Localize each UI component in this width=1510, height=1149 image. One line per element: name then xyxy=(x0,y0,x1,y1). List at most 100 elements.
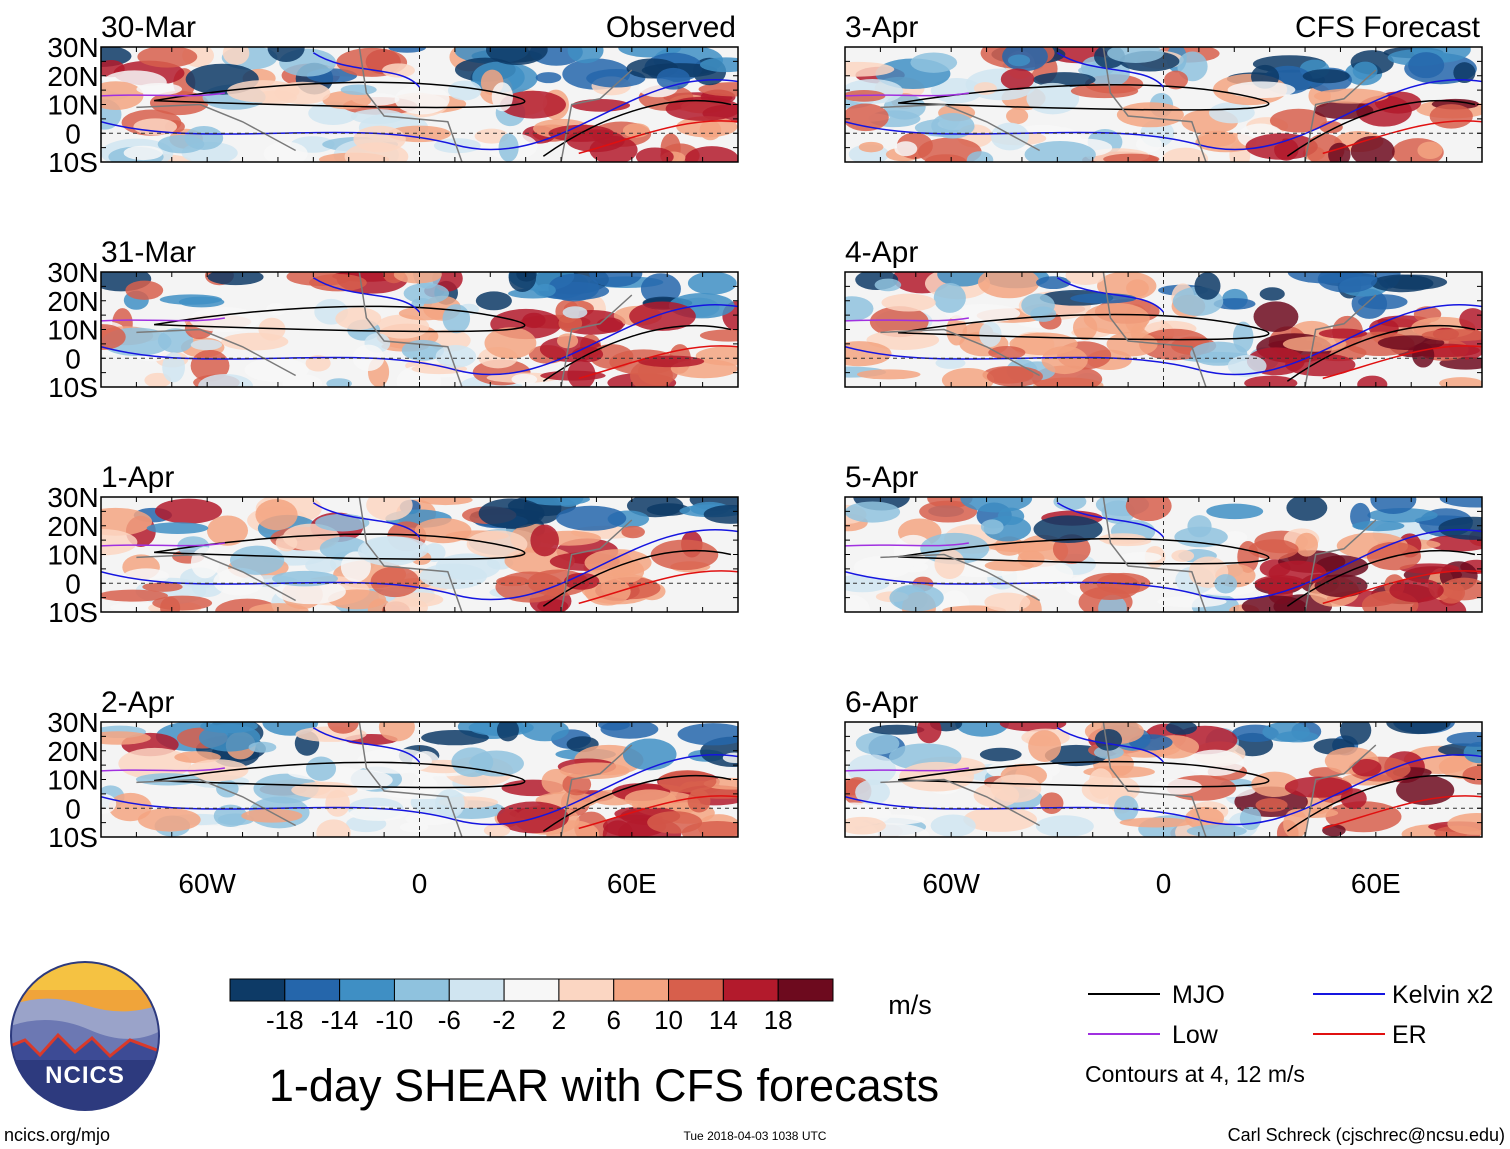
colorbar-swatch xyxy=(668,978,724,1002)
er-contour xyxy=(1322,345,1482,380)
chart-title: 1-day SHEAR with CFS forecasts xyxy=(269,1060,939,1111)
colorbar-label: -6 xyxy=(438,1005,461,1035)
low-contour xyxy=(101,767,225,772)
shear-field xyxy=(845,497,1482,612)
timestamp: Tue 2018-04-03 1038 UTC xyxy=(684,1129,827,1143)
lat-tick-label: 30N xyxy=(47,257,98,288)
er-contour xyxy=(578,570,738,605)
low-contour xyxy=(845,767,969,772)
er-contour xyxy=(578,120,738,155)
colorbar-label: -18 xyxy=(266,1005,304,1035)
lat-tick-label: 0 xyxy=(65,568,81,599)
low-contour xyxy=(845,542,969,547)
contours xyxy=(101,52,738,157)
lat-tick-label: 30N xyxy=(47,32,98,63)
legend-label-kelvin: Kelvin x2 xyxy=(1392,981,1493,1009)
lon-tick-label: 60E xyxy=(607,868,657,899)
lat-tick-label: 20N xyxy=(47,61,98,92)
colorbar-swatch xyxy=(393,978,450,1002)
contours xyxy=(101,727,738,832)
mjo-contour xyxy=(542,325,732,382)
lon-tick-label: 60E xyxy=(1351,868,1401,899)
kelvin-contour xyxy=(101,754,738,826)
panel-date-label: 2-Apr xyxy=(101,686,174,719)
er-contour xyxy=(578,795,738,830)
lat-tick-label: 0 xyxy=(65,793,81,824)
low-contour xyxy=(101,542,225,547)
panel-5-Apr: 5-Apr xyxy=(844,461,1483,613)
er-contour xyxy=(1322,120,1482,155)
mjo-contour xyxy=(1286,775,1476,832)
kelvin-contour xyxy=(1056,727,1165,763)
mjo-contour xyxy=(153,533,526,560)
panel-6-Apr: 6-Apr 60W 0 60E xyxy=(844,686,1483,899)
panel-date-label: 1-Apr xyxy=(101,461,174,494)
colorbar-swatch xyxy=(722,978,779,1002)
ncics-logo: NCICS xyxy=(10,961,160,1111)
colorbar-label: 2 xyxy=(552,1005,566,1035)
mjo-contour xyxy=(1286,550,1476,607)
lat-tick-label: 10N xyxy=(47,540,98,571)
mjo-contour xyxy=(153,305,526,333)
mjo-contour xyxy=(153,81,526,109)
colorbar-label: -14 xyxy=(321,1005,359,1035)
panel-3-Apr: 3-Apr CFS Forecast xyxy=(844,11,1483,163)
colorbar-swatch xyxy=(613,978,670,1002)
colorbar-label: 18 xyxy=(764,1005,793,1035)
panel-date-label: 6-Apr xyxy=(845,686,918,719)
colorbar-swatch xyxy=(284,978,341,1002)
colorbar-swatch xyxy=(777,978,834,1002)
low-contour xyxy=(101,317,225,322)
colorbar-swatch xyxy=(448,978,505,1002)
shear-field xyxy=(845,722,1482,837)
site-link[interactable]: ncics.org/mjo xyxy=(4,1125,110,1145)
lat-tick-label: 0 xyxy=(65,118,81,149)
low-contour xyxy=(101,92,225,97)
kelvin-contour xyxy=(101,304,738,376)
shear-field xyxy=(101,497,738,612)
lat-tick-label: 10S xyxy=(48,372,98,403)
mjo-contour xyxy=(897,313,1270,341)
kelvin-contour xyxy=(1056,502,1165,538)
mjo-contour xyxy=(1286,100,1476,157)
colorbar-label: -10 xyxy=(376,1005,414,1035)
shear-field xyxy=(845,47,1482,162)
kelvin-contour xyxy=(312,727,421,763)
contours xyxy=(845,502,1482,607)
contours xyxy=(101,502,738,607)
panels-layer: 30-Mar Observed30N20N10N010S31-Mar30N20N1… xyxy=(47,11,1483,899)
legend: MJO Kelvin x2 Low ER Contours at 4, 12 m… xyxy=(1085,981,1493,1087)
column-title: Observed xyxy=(606,11,736,44)
contour-note: Contours at 4, 12 m/s xyxy=(1085,1061,1305,1087)
panel-date-label: 31-Mar xyxy=(101,236,196,269)
colorbar: -18 -14 -10 -6 -2 2 6 10 14 18 xyxy=(229,978,834,1035)
er-contour xyxy=(1322,795,1482,830)
column-title: CFS Forecast xyxy=(1295,11,1481,44)
lon-tick-label: 60W xyxy=(178,868,236,899)
lat-tick-label: 30N xyxy=(47,707,98,738)
legend-label-er: ER xyxy=(1392,1021,1427,1049)
author-credit: Carl Schreck (cjschrec@ncsu.edu) xyxy=(1228,1125,1505,1145)
lat-tick-label: 10N xyxy=(47,315,98,346)
lat-tick-label: 30N xyxy=(47,482,98,513)
mjo-contour xyxy=(542,550,732,607)
mjo-contour xyxy=(897,760,1270,788)
mjo-contour xyxy=(1286,325,1476,382)
colorbar-label: 10 xyxy=(654,1005,683,1035)
mjo-contour xyxy=(542,100,732,157)
mjo-contour xyxy=(153,761,526,789)
low-contour xyxy=(845,92,969,97)
panel-date-label: 4-Apr xyxy=(845,236,918,269)
kelvin-contour xyxy=(101,79,738,151)
lat-tick-label: 10S xyxy=(48,147,98,178)
lat-tick-label: 10S xyxy=(48,597,98,628)
kelvin-contour xyxy=(1056,277,1165,313)
kelvin-contour xyxy=(845,754,1482,826)
logo-text: NCICS xyxy=(45,1062,125,1089)
contours xyxy=(845,727,1482,832)
kelvin-contour xyxy=(845,304,1482,376)
